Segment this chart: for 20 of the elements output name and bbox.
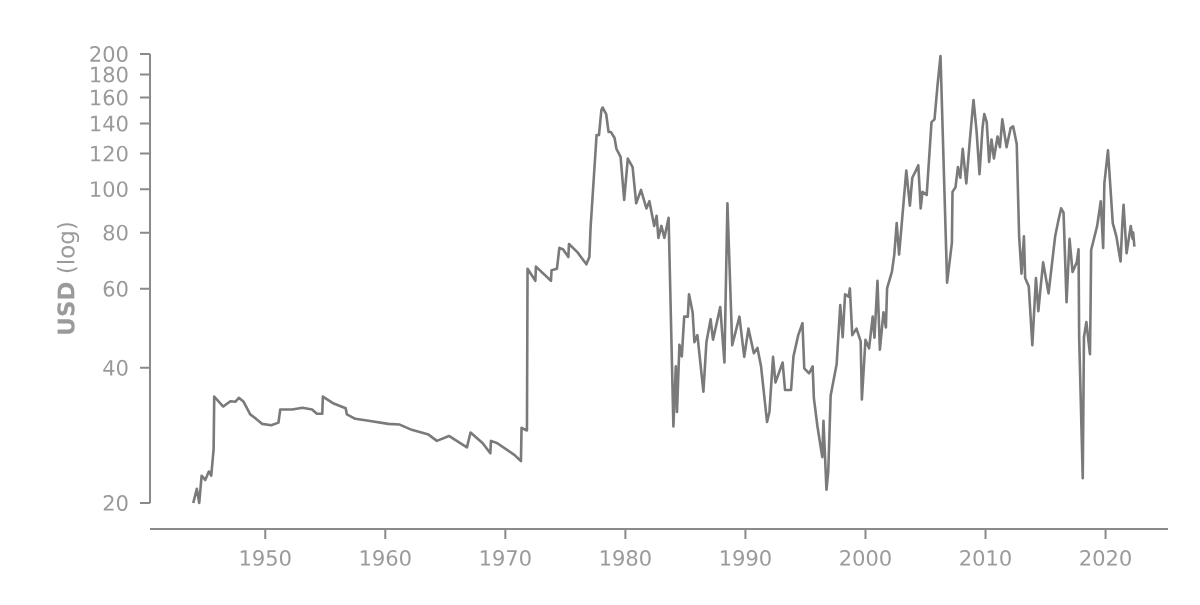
y-tick-label: 60 <box>103 280 128 297</box>
x-tick-label: 1960 <box>360 549 411 566</box>
y-tick-label: 100 <box>91 181 128 198</box>
y-tick-label: 20 <box>103 495 128 511</box>
x-tick-label: 2010 <box>960 549 1011 566</box>
y-tick-label: 120 <box>91 145 128 162</box>
x-tick-label: 1980 <box>600 549 651 566</box>
x-tick-label: 2020 <box>1080 549 1131 566</box>
y-tick-label: 140 <box>91 115 128 132</box>
x-tick-label: 2000 <box>840 549 891 566</box>
y-tick-label: 160 <box>91 89 128 106</box>
x-tick-label: 1950 <box>240 549 291 566</box>
y-tick-label: 180 <box>91 66 128 83</box>
x-tick-label: 1990 <box>721 549 771 566</box>
y-tick-label: 40 <box>103 359 128 376</box>
x-tick-label: 1970 <box>480 549 531 566</box>
y-tick-label: 80 <box>103 224 128 241</box>
y-tick-label: 200 <box>90 46 128 62</box>
line-series <box>191 54 1136 505</box>
y-axis-title: USD (log) <box>56 223 80 334</box>
